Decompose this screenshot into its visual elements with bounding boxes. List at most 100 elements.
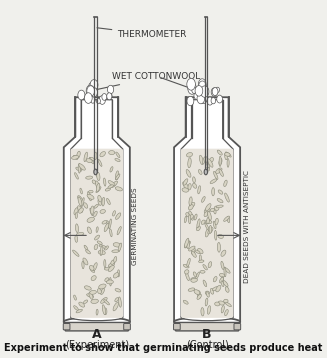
Ellipse shape bbox=[96, 173, 99, 179]
Circle shape bbox=[90, 79, 98, 90]
Circle shape bbox=[99, 96, 105, 105]
Ellipse shape bbox=[97, 241, 102, 245]
Ellipse shape bbox=[89, 190, 93, 193]
Ellipse shape bbox=[189, 246, 195, 251]
Ellipse shape bbox=[102, 197, 105, 206]
Circle shape bbox=[96, 98, 100, 104]
Ellipse shape bbox=[104, 246, 109, 250]
Circle shape bbox=[108, 85, 114, 94]
Ellipse shape bbox=[101, 297, 107, 303]
Ellipse shape bbox=[193, 272, 197, 277]
Text: THERMOMETER: THERMOMETER bbox=[97, 28, 187, 39]
Ellipse shape bbox=[102, 305, 106, 315]
Ellipse shape bbox=[117, 270, 120, 277]
Ellipse shape bbox=[215, 218, 218, 225]
Ellipse shape bbox=[82, 261, 84, 269]
Ellipse shape bbox=[227, 159, 229, 167]
Ellipse shape bbox=[188, 205, 193, 210]
Circle shape bbox=[102, 93, 107, 100]
Ellipse shape bbox=[200, 270, 205, 273]
Ellipse shape bbox=[184, 216, 187, 223]
Ellipse shape bbox=[97, 289, 101, 294]
Ellipse shape bbox=[201, 220, 205, 224]
Circle shape bbox=[198, 79, 206, 89]
Ellipse shape bbox=[195, 250, 200, 253]
Ellipse shape bbox=[113, 243, 121, 247]
Circle shape bbox=[216, 87, 219, 92]
Ellipse shape bbox=[186, 213, 190, 217]
Ellipse shape bbox=[215, 168, 222, 173]
Ellipse shape bbox=[227, 216, 230, 223]
Ellipse shape bbox=[224, 216, 230, 221]
Ellipse shape bbox=[86, 159, 92, 163]
Ellipse shape bbox=[195, 272, 199, 280]
Ellipse shape bbox=[199, 155, 203, 165]
Ellipse shape bbox=[183, 265, 189, 268]
Ellipse shape bbox=[188, 288, 195, 291]
Ellipse shape bbox=[205, 204, 211, 211]
Ellipse shape bbox=[90, 208, 93, 216]
Ellipse shape bbox=[209, 158, 214, 163]
Ellipse shape bbox=[208, 227, 213, 234]
Ellipse shape bbox=[102, 221, 107, 224]
Ellipse shape bbox=[84, 152, 88, 162]
Ellipse shape bbox=[77, 206, 82, 213]
Ellipse shape bbox=[216, 205, 223, 208]
Ellipse shape bbox=[115, 174, 120, 180]
Circle shape bbox=[187, 96, 194, 106]
Ellipse shape bbox=[210, 208, 215, 212]
Circle shape bbox=[211, 88, 217, 96]
FancyBboxPatch shape bbox=[174, 324, 180, 330]
Ellipse shape bbox=[207, 306, 211, 314]
Polygon shape bbox=[181, 100, 233, 317]
Ellipse shape bbox=[225, 310, 228, 316]
Ellipse shape bbox=[89, 292, 93, 299]
Ellipse shape bbox=[197, 226, 200, 231]
Ellipse shape bbox=[87, 194, 94, 199]
Ellipse shape bbox=[206, 156, 208, 162]
Ellipse shape bbox=[219, 274, 225, 277]
Ellipse shape bbox=[100, 151, 106, 157]
Ellipse shape bbox=[201, 197, 205, 202]
Ellipse shape bbox=[210, 288, 214, 294]
Ellipse shape bbox=[205, 228, 210, 237]
FancyBboxPatch shape bbox=[63, 324, 70, 330]
Ellipse shape bbox=[75, 235, 77, 242]
Ellipse shape bbox=[117, 227, 121, 235]
Ellipse shape bbox=[73, 250, 79, 256]
Ellipse shape bbox=[80, 188, 82, 194]
Ellipse shape bbox=[221, 306, 224, 313]
Ellipse shape bbox=[111, 260, 115, 265]
Ellipse shape bbox=[108, 263, 115, 267]
Ellipse shape bbox=[115, 159, 120, 161]
Ellipse shape bbox=[89, 265, 94, 270]
Ellipse shape bbox=[96, 183, 100, 192]
Ellipse shape bbox=[201, 308, 204, 316]
Ellipse shape bbox=[204, 169, 208, 175]
FancyBboxPatch shape bbox=[124, 324, 130, 330]
Ellipse shape bbox=[98, 159, 102, 166]
Ellipse shape bbox=[92, 180, 96, 184]
Circle shape bbox=[207, 97, 213, 105]
Ellipse shape bbox=[225, 193, 229, 202]
Ellipse shape bbox=[108, 185, 113, 188]
Ellipse shape bbox=[90, 157, 94, 164]
Ellipse shape bbox=[212, 188, 215, 196]
Ellipse shape bbox=[203, 265, 207, 270]
Circle shape bbox=[195, 86, 203, 96]
Ellipse shape bbox=[101, 288, 104, 295]
Circle shape bbox=[198, 81, 206, 91]
Ellipse shape bbox=[98, 195, 102, 202]
Polygon shape bbox=[64, 97, 130, 322]
Ellipse shape bbox=[189, 202, 195, 207]
Ellipse shape bbox=[110, 277, 112, 286]
FancyBboxPatch shape bbox=[65, 323, 129, 331]
Ellipse shape bbox=[184, 270, 189, 274]
Circle shape bbox=[194, 92, 199, 100]
Ellipse shape bbox=[110, 166, 113, 172]
Ellipse shape bbox=[74, 306, 78, 310]
Ellipse shape bbox=[91, 299, 98, 304]
Ellipse shape bbox=[109, 219, 112, 229]
Ellipse shape bbox=[183, 182, 189, 189]
Ellipse shape bbox=[216, 285, 221, 292]
